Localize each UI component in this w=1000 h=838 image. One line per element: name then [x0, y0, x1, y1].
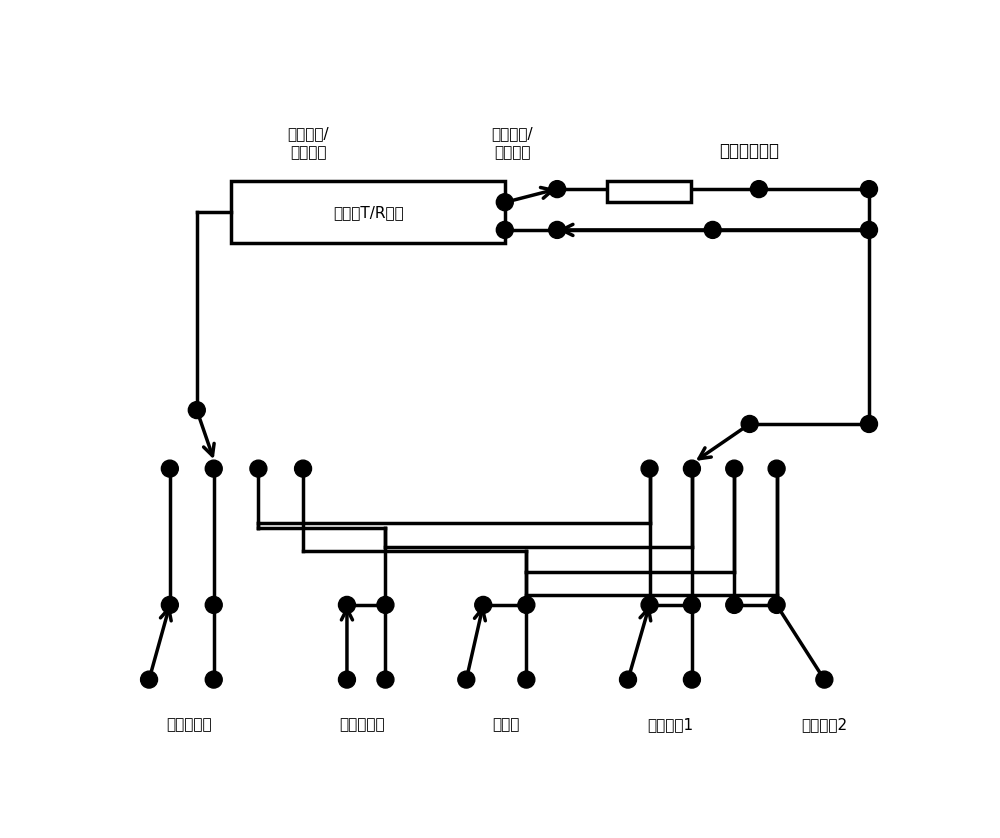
Bar — [231, 181, 505, 243]
Circle shape — [726, 460, 743, 477]
Circle shape — [338, 671, 355, 688]
Circle shape — [295, 460, 312, 477]
Circle shape — [861, 416, 877, 432]
Circle shape — [338, 597, 355, 613]
Circle shape — [768, 597, 785, 613]
Circle shape — [141, 671, 158, 688]
Circle shape — [641, 460, 658, 477]
Text: 功率计: 功率计 — [493, 716, 520, 732]
Circle shape — [549, 181, 566, 198]
Text: 发射输入/
接收输出: 发射输入/ 接收输出 — [288, 126, 329, 160]
Circle shape — [205, 597, 222, 613]
Bar — [607, 181, 691, 202]
Circle shape — [750, 181, 767, 198]
Circle shape — [726, 597, 743, 613]
Text: 矢网测试2: 矢网测试2 — [801, 716, 847, 732]
Circle shape — [683, 460, 700, 477]
Circle shape — [861, 221, 877, 238]
Circle shape — [683, 597, 700, 613]
Text: 毫米波T/R组件: 毫米波T/R组件 — [333, 204, 404, 220]
Circle shape — [188, 401, 205, 418]
Circle shape — [861, 181, 877, 198]
Circle shape — [475, 597, 492, 613]
Text: 频谱分析仪: 频谱分析仪 — [340, 716, 385, 732]
Circle shape — [549, 221, 566, 238]
Text: 发射输出/
接收输入: 发射输出/ 接收输入 — [492, 126, 533, 160]
Circle shape — [704, 221, 721, 238]
Circle shape — [620, 671, 636, 688]
Circle shape — [458, 671, 475, 688]
Circle shape — [816, 671, 833, 688]
Circle shape — [377, 597, 394, 613]
Circle shape — [496, 221, 513, 238]
Circle shape — [518, 597, 535, 613]
Circle shape — [377, 671, 394, 688]
Circle shape — [161, 460, 178, 477]
Circle shape — [205, 460, 222, 477]
Text: 大功率衰减器: 大功率衰减器 — [720, 142, 780, 159]
Circle shape — [518, 671, 535, 688]
Text: 信号发生器: 信号发生器 — [166, 716, 212, 732]
Circle shape — [161, 597, 178, 613]
Circle shape — [250, 460, 267, 477]
Text: 矢网测试1: 矢网测试1 — [647, 716, 693, 732]
Circle shape — [496, 194, 513, 210]
Circle shape — [641, 597, 658, 613]
Circle shape — [683, 671, 700, 688]
Circle shape — [768, 460, 785, 477]
Circle shape — [205, 671, 222, 688]
Circle shape — [741, 416, 758, 432]
